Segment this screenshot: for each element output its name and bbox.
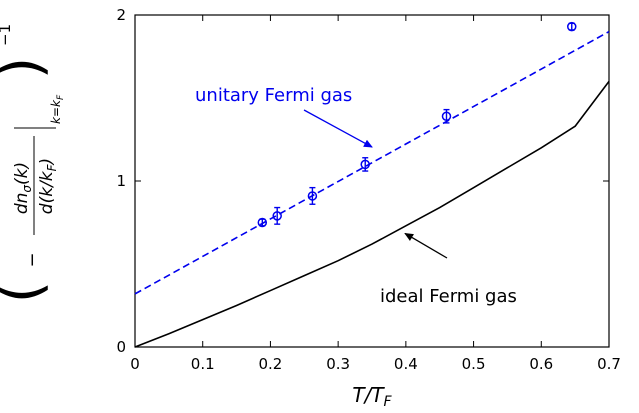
- data-marker: [360, 159, 370, 170]
- annotation-arrow-unitary: [303, 109, 373, 148]
- ideal-fermi-gas-line: [134, 80, 610, 348]
- data-marker: [257, 217, 268, 228]
- unitary-fermi-gas-line: [134, 30, 610, 295]
- annotation-unitary-fermi-gas: unitary Fermi gas: [195, 85, 352, 106]
- annotations-layer: unitary Fermi gas ideal Fermi gas: [195, 85, 517, 307]
- y-tick-label: 1: [116, 172, 126, 190]
- data-marker: [272, 211, 282, 221]
- y-axis-label: ( − dnσ(k) d(k/kF) k=kF ) −1: [0, 24, 66, 303]
- data-point: [307, 186, 318, 205]
- y-tick-label: 2: [116, 6, 126, 24]
- x-axis-ticks: 0 0.1 0.2 0.3 0.4 0.5 0.6 0.7: [130, 15, 621, 373]
- data-point: [441, 108, 452, 124]
- data-point: [272, 206, 282, 225]
- y-label-exponent: −1: [0, 24, 14, 46]
- y-label-eval-subscript: k=kF: [49, 94, 66, 124]
- data-marker: [307, 191, 318, 201]
- x-tick-label: 0.6: [529, 355, 553, 373]
- x-tick-label: 0.2: [258, 355, 282, 373]
- x-tick-label: 0.7: [597, 355, 621, 373]
- x-axis-label: T/TF: [352, 383, 392, 409]
- series-layer: [134, 30, 610, 348]
- plot-frame: [134, 14, 610, 348]
- y-label-numerator: dnσ(k): [12, 162, 34, 214]
- y-label-minus: −: [22, 252, 43, 267]
- y-label-left-paren: (: [0, 281, 54, 304]
- y-label-right-paren: ): [0, 57, 54, 80]
- annotation-arrow-ideal: [404, 232, 448, 259]
- data-point: [257, 217, 268, 228]
- data-point: [360, 157, 370, 172]
- data-marker: [567, 21, 577, 32]
- y-label-denominator: d(k/kF): [37, 158, 59, 214]
- x-tick-label: 0.4: [394, 355, 418, 373]
- data-marker: [441, 111, 452, 122]
- data-points-layer: [257, 21, 577, 228]
- x-tick-label: 0.5: [462, 355, 486, 373]
- y-axis-ticks: 0 1 2: [116, 6, 609, 356]
- y-tick-label: 0: [116, 338, 126, 356]
- annotation-ideal-fermi-gas: ideal Fermi gas: [380, 286, 517, 307]
- x-tick-label: 0: [130, 355, 140, 373]
- x-tick-label: 0.3: [326, 355, 350, 373]
- data-point: [567, 21, 577, 32]
- x-tick-label: 0.1: [191, 355, 215, 373]
